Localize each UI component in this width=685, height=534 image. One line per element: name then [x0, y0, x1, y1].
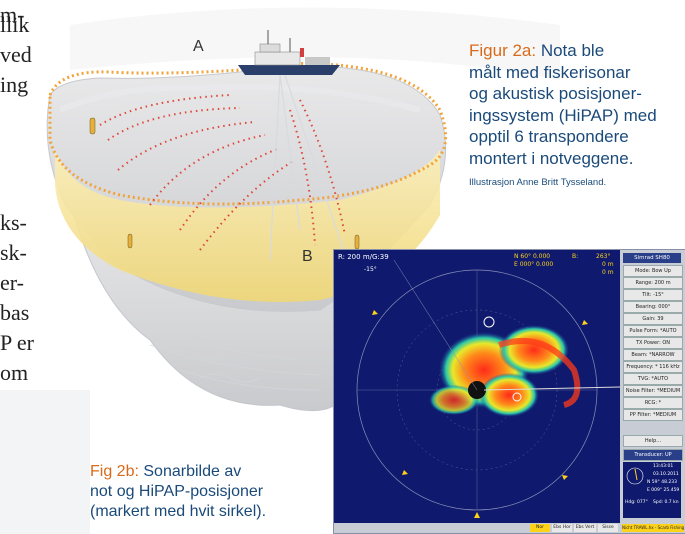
menu-item-tilt[interactable]: Tilt: -15°: [623, 289, 683, 301]
coords-east: E 000° 0.000: [514, 261, 554, 268]
hipap-marker: [483, 316, 495, 328]
label-b: B: [302, 248, 313, 265]
menu-item-gain[interactable]: Gain: 39: [623, 313, 683, 325]
caption-line: ingssystem (HiPAP) med: [469, 105, 657, 125]
bottom-tab[interactable]: Ebs Hor: [552, 524, 572, 532]
bottom-tab[interactable]: Ebs Vert: [574, 524, 596, 532]
body-text-fragment: ks-: [0, 210, 27, 235]
caption-line: Nota ble: [540, 41, 605, 60]
body-text-fragment: ing: [0, 72, 29, 97]
hipap-marker: [512, 392, 522, 402]
caption-line: og akustisk posisjoner-: [469, 84, 642, 103]
sonar-arcs: [99, 94, 346, 251]
bottom-bar: Nor Ebs Hor Ebs Vert Sisse Nicht TRAWL.h…: [334, 523, 685, 533]
compass-icon: [626, 467, 644, 485]
menu-item-bearing[interactable]: Bearing: 000°: [623, 301, 683, 313]
nav-time: 13:43:01: [653, 464, 674, 469]
body-text-fragment: ved: [0, 42, 32, 67]
figure-2a-title: Figur 2a:: [469, 41, 537, 60]
caption-line: not og HiPAP-posisjoner: [90, 483, 264, 500]
coords-north: N 60° 0.000: [514, 253, 551, 260]
illustration-credit: Illustrasjon Anne Britt Tysseland.: [469, 177, 607, 188]
range-readout: R: 200 m/G:39: [338, 253, 389, 261]
figure-2a-caption: Figur 2a: Nota ble målt med fiskerisonar…: [469, 40, 685, 194]
nav-info-box: 13:43:01 03.10.2011 N 59° 48.233 E 009° …: [623, 462, 681, 518]
caption-line: montert i notveggene.: [469, 148, 634, 168]
caption-line: Sonarbilde av: [143, 463, 242, 480]
nav-longitude: E 009° 25.459: [647, 488, 680, 493]
net-float-line: [48, 61, 448, 206]
menu-item-noise-filter[interactable]: Noise Filter: *MEDIUM: [623, 385, 683, 397]
nav-date: 03.10.2011: [653, 472, 679, 477]
sonar-echo: [479, 373, 539, 417]
fishing-vessel: [238, 30, 340, 75]
label-a: A: [193, 38, 204, 55]
nav-speed: Spd: 0.7 kn: [653, 500, 679, 505]
menu-item-beam[interactable]: Beam: *NARROW: [623, 349, 683, 361]
unit-readout: 0 m: [602, 269, 614, 276]
sonar-display: R: 200 m/G:39 -15° N 60° 0.000 E 000° 0.…: [334, 250, 620, 523]
body-text-fragment: P er: [0, 330, 35, 355]
sonar-echo: [429, 385, 479, 415]
sonar-plot: [356, 259, 620, 518]
menu-item-range[interactable]: Range: 200 m: [623, 277, 683, 289]
transponder-marker: [354, 234, 360, 250]
menu-item-pp-filter[interactable]: PP Filter: *MEDIUM: [623, 409, 683, 421]
transponder-marker: [127, 233, 133, 249]
menu-item-tx-power[interactable]: TX Power: ON: [623, 337, 683, 349]
bottom-tab[interactable]: Nor: [530, 524, 550, 532]
menu-item-rcg[interactable]: RCG: *: [623, 397, 683, 409]
bearing-label: B:: [572, 253, 579, 260]
body-text-fragment: bas: [0, 300, 30, 325]
figure-2b-title: Fig 2b:: [90, 463, 139, 480]
sonar-screenshot: R: 200 m/G:39 -15° N 60° 0.000 E 000° 0.…: [333, 249, 685, 534]
figure-2b-caption: Fig 2b: Sonarbilde av not og HiPAP-posis…: [90, 462, 320, 522]
caption-line: (markert med hvit sirkel).: [90, 503, 267, 520]
angle-label: -15°: [364, 266, 377, 273]
control-panel: Simrad SH80 Mode: Bow Up Range: 200 m Ti…: [620, 250, 685, 533]
help-button[interactable]: Help...: [623, 435, 683, 447]
unit-readout: 0 m: [602, 261, 614, 268]
panel-title: Simrad SH80: [623, 253, 681, 263]
body-text-fragment: m-: [0, 2, 25, 27]
menu-item-mode[interactable]: Mode: Bow Up: [623, 265, 683, 277]
body-text-fragment: er-: [0, 270, 24, 295]
nav-heading: Hdg: 077°: [625, 500, 648, 505]
body-text-fragment: llik: [0, 12, 30, 37]
nav-latitude: N 59° 48.233: [647, 480, 677, 485]
caption-line: målt med fiskerisonar: [469, 62, 631, 82]
caption-line: opptil 6 transpondere: [469, 127, 629, 146]
sonar-echo: [499, 325, 569, 375]
bearing-value: 263°: [596, 253, 611, 260]
status-strip: Nicht TRAWL.hx - Scarb Fishing... UL: [622, 524, 684, 532]
menu-item-pulse-form[interactable]: Pulse Form: *AUTO: [623, 325, 683, 337]
body-text-fragment: om: [0, 360, 29, 385]
transponder-marker: [89, 117, 96, 135]
menu-item-tvg[interactable]: TVG: *AUTO: [623, 373, 683, 385]
menu-item-frequency[interactable]: Frequency: * 116 kHz: [623, 361, 683, 373]
bottom-tab[interactable]: Sisse: [598, 524, 618, 532]
transducer-status: Transducer: UP: [623, 449, 683, 461]
body-text-fragment: sk-: [0, 240, 27, 265]
